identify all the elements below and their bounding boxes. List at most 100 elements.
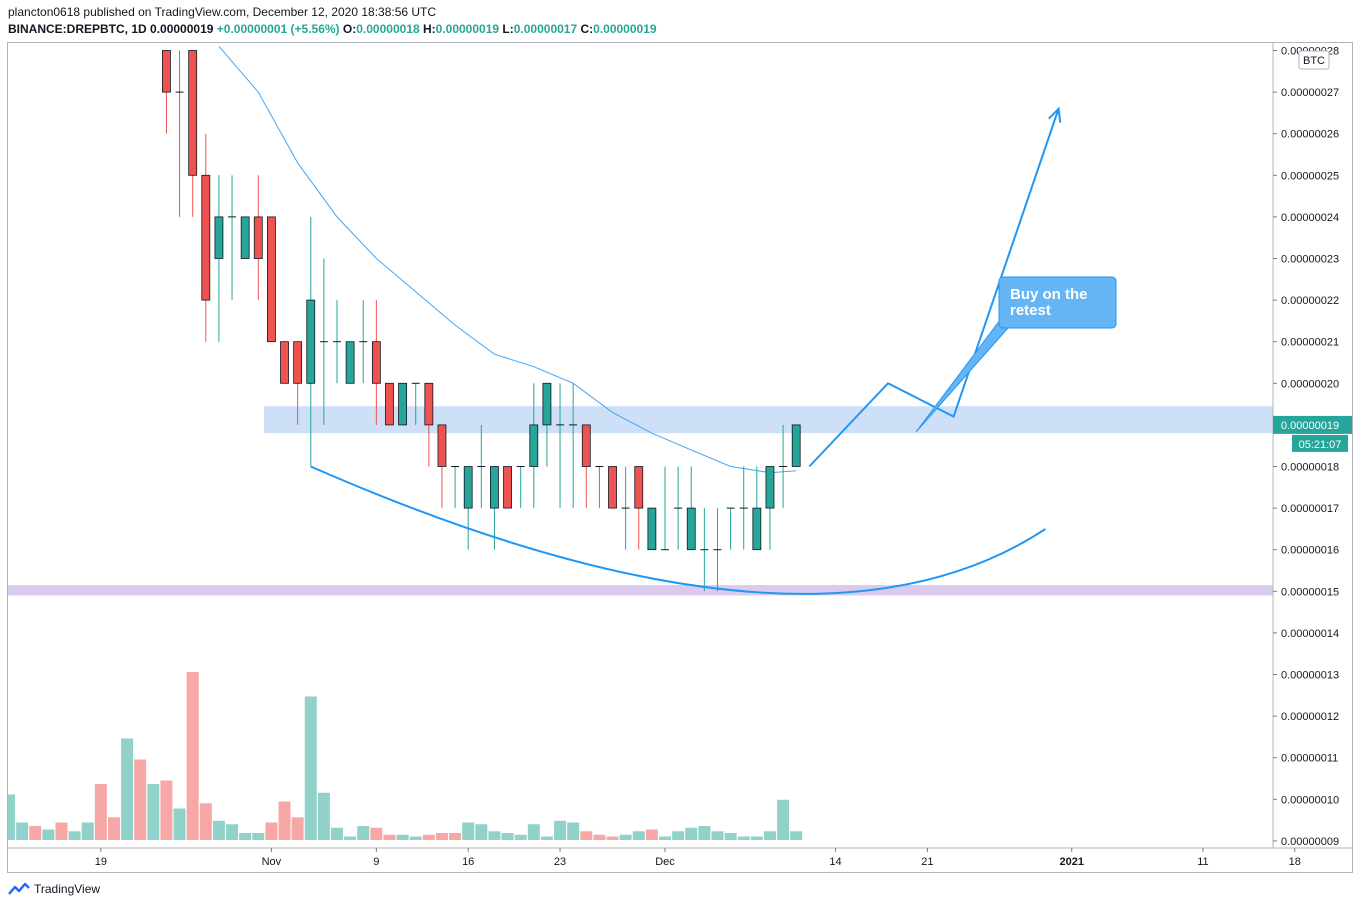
volume-bar — [685, 827, 698, 840]
candle-body — [398, 382, 408, 426]
candle — [490, 466, 499, 550]
volume-bar — [239, 833, 252, 840]
candle-body — [214, 216, 224, 259]
candle-body — [529, 424, 539, 467]
candle — [779, 424, 788, 509]
volume-bar — [173, 808, 186, 840]
open-value: 0.00000018 — [356, 22, 420, 36]
volume-bar — [107, 817, 120, 840]
candle-body — [306, 299, 316, 384]
candle — [333, 300, 341, 384]
price-tick-label: 0.00000009 — [1281, 836, 1339, 848]
candle — [214, 175, 224, 342]
volume-bar — [331, 827, 343, 840]
candle — [293, 341, 303, 425]
price-tick-label: 0.00000011 — [1281, 753, 1338, 765]
candle — [595, 466, 604, 509]
callout-text: Buy on the retest — [1010, 286, 1088, 319]
candle — [569, 383, 578, 509]
candle — [437, 424, 447, 509]
price-tick-label: 0.00000020 — [1281, 378, 1339, 390]
volume-bar — [8, 794, 15, 840]
volume-bar — [29, 826, 42, 840]
volume-bar — [121, 738, 134, 840]
volume-bar — [199, 803, 212, 840]
volume-bar — [659, 836, 671, 840]
price-tick-label: 0.00000023 — [1281, 254, 1339, 266]
volume-bar — [790, 831, 803, 840]
candle — [477, 424, 486, 509]
currency-label: BTC — [1303, 55, 1325, 67]
volume-bar — [763, 831, 776, 840]
candle-body — [581, 424, 591, 467]
candle — [556, 383, 565, 509]
candle-body — [437, 424, 447, 467]
candle — [451, 466, 460, 509]
candle — [345, 341, 355, 384]
candle — [608, 466, 617, 509]
time-tick-label: Dec — [655, 856, 675, 868]
symbol-label: BINANCE:DREPBTC, 1D — [8, 22, 147, 36]
time-tick-label: 9 — [373, 856, 379, 868]
price-tick-label: 0.00000012 — [1281, 711, 1339, 723]
candle — [516, 466, 525, 509]
tradingview-brand: TradingView — [34, 882, 101, 896]
price-tick-label: 0.00000016 — [1281, 545, 1339, 557]
candle-body — [542, 382, 552, 426]
candle-body — [280, 341, 289, 384]
last-price-badge — [1273, 415, 1352, 434]
candle — [424, 382, 434, 467]
candle — [319, 258, 328, 425]
candle-body — [765, 466, 775, 509]
time-tick-label: 16 — [462, 856, 474, 868]
candle — [280, 341, 289, 384]
buy-retest-callout: Buy on the retest — [915, 276, 1117, 433]
last-price-label: 0.00000019 — [1281, 420, 1339, 432]
tradingview-logo-icon — [8, 882, 30, 895]
candle — [253, 175, 263, 301]
volume-bar — [475, 824, 488, 840]
candle-body — [240, 216, 250, 259]
volume-bar — [737, 836, 750, 840]
volume-bar — [134, 759, 147, 840]
candle-body — [424, 382, 434, 426]
candle — [503, 466, 512, 509]
volume-bar — [94, 784, 107, 840]
time-tick-label: 21 — [921, 856, 933, 868]
volume-bar — [527, 824, 540, 840]
candle — [398, 382, 408, 426]
candle — [634, 466, 644, 550]
candle — [359, 300, 368, 384]
candle — [542, 382, 552, 467]
candle — [674, 466, 683, 550]
cup-curve-drawing — [310, 465, 1047, 595]
price-tick-label: 0.00000027 — [1281, 87, 1339, 99]
publish-info: plancton0618 published on TradingView.co… — [8, 5, 437, 19]
high-value: 0.00000019 — [435, 22, 500, 36]
time-tick-label: 18 — [1289, 856, 1301, 868]
countdown-label: 05:21:07 — [1299, 439, 1342, 451]
candle-body — [608, 466, 617, 509]
candle-body — [647, 507, 657, 551]
chart-frame[interactable]: Buy on theretest0.000000280.000000270.00… — [7, 42, 1353, 873]
volume-bar — [383, 834, 396, 840]
candle-body — [371, 341, 381, 384]
volume-bar — [317, 792, 330, 840]
candle-body — [791, 424, 801, 467]
volume-bar — [435, 833, 448, 840]
volume-bar — [514, 834, 527, 840]
volume-bar — [698, 826, 711, 840]
price-change: +0.00000001 (+5.56%) — [216, 22, 340, 36]
candle — [647, 507, 657, 551]
candle — [201, 133, 211, 342]
volume-bar — [409, 836, 422, 840]
candle — [581, 424, 591, 509]
volume-bar — [567, 822, 580, 840]
currency-badge — [1298, 50, 1330, 70]
candle — [228, 175, 237, 301]
candlestick-chart[interactable]: Buy on theretest0.000000280.000000270.00… — [8, 43, 1352, 872]
last-price: 0.00000019 — [150, 22, 214, 36]
countdown-badge — [1292, 434, 1348, 452]
candle-body — [463, 466, 473, 509]
volume-bar — [593, 834, 606, 840]
